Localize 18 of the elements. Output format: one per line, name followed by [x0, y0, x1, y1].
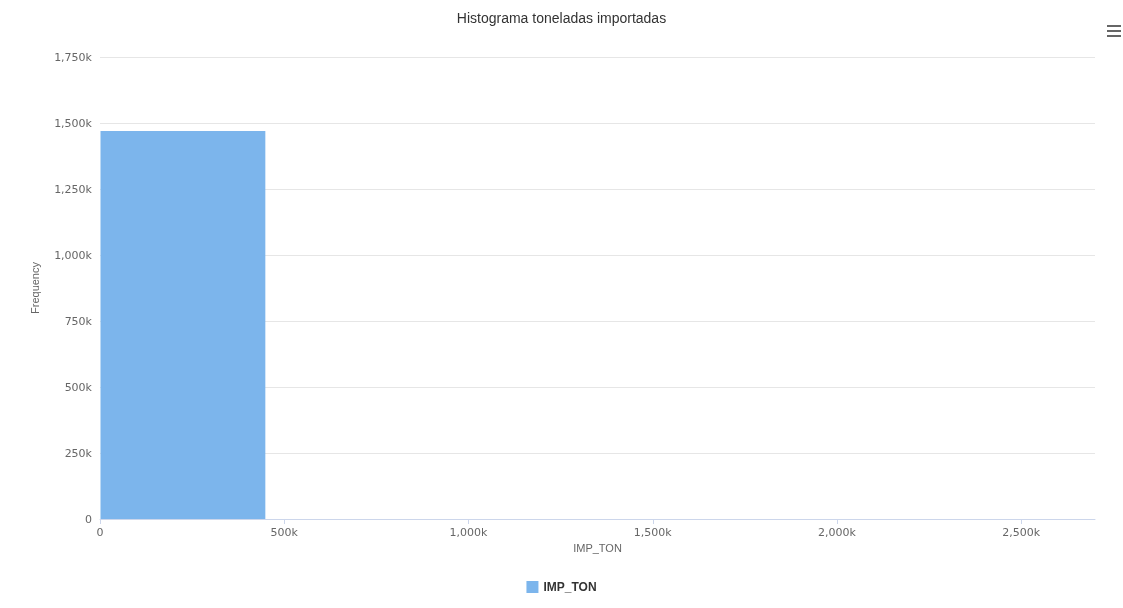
x-tick-label: 2,000k	[818, 526, 857, 539]
x-tick-label: 1,000k	[449, 526, 489, 539]
x-tick-label: 500k	[270, 526, 299, 539]
x-tick-label: 2,500k	[1002, 526, 1041, 539]
y-tick-label: 1,500k	[54, 116, 93, 130]
y-tick-label: 250k	[64, 446, 93, 460]
y-tick-label: 750k	[64, 314, 93, 328]
x-axis-title: IMP_TON	[573, 542, 622, 555]
y-tick-label: 1,250k	[54, 182, 93, 196]
y-tick-label: 1,000k	[54, 248, 93, 262]
y-axis-title: Frequency	[28, 261, 41, 314]
y-tick-label: 0	[85, 512, 92, 526]
legend-label: IMP_TON	[543, 580, 597, 594]
x-tick-label: 0	[96, 526, 104, 539]
x-tick-label: 1,500k	[633, 526, 673, 539]
y-tick-label: 1,750k	[54, 50, 93, 64]
chart-title: Histograma toneladas importadas	[456, 10, 667, 26]
y-tick-label: 500k	[64, 380, 93, 394]
